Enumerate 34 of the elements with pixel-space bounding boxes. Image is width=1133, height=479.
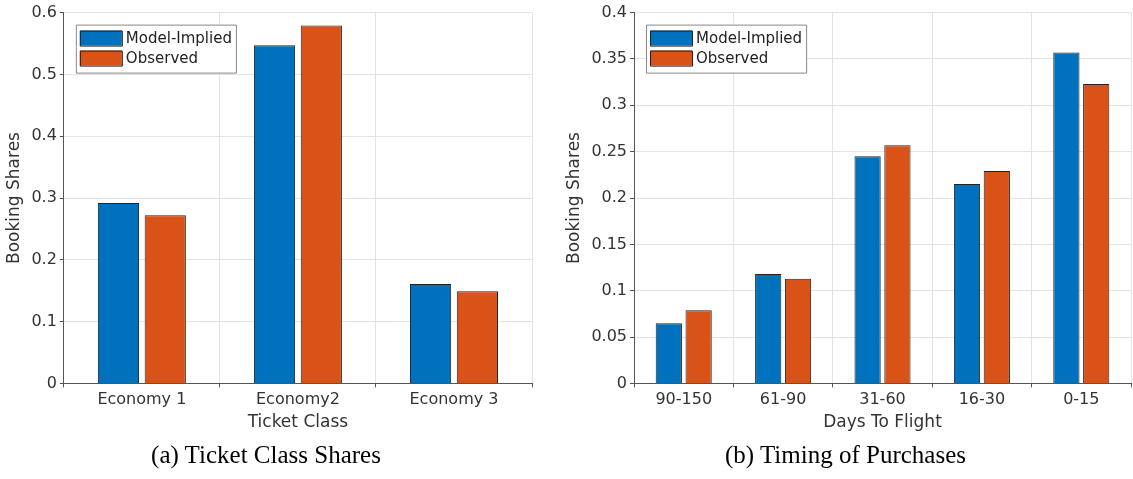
x-tick-label: 0-15: [1063, 389, 1100, 409]
x-tick-label: 61-90: [759, 389, 807, 409]
y-tick-label: 0.4: [31, 125, 57, 145]
y-tick-label: 0.05: [591, 326, 628, 346]
y-tick-label: 0.4: [601, 1, 628, 21]
x-tick-label: 90-150: [655, 389, 713, 409]
legend-label: Observed: [696, 48, 769, 67]
y-tick-label: 0.35: [591, 48, 628, 68]
legend-label: Model-Implied: [125, 28, 232, 47]
x-tick-label: Economy 3: [409, 389, 499, 409]
y-tick-label: 0.3: [31, 187, 57, 207]
legend-label: Model-Implied: [696, 28, 803, 47]
y-tick-label: 0.1: [601, 279, 628, 299]
y-tick-label: 0.1: [31, 310, 57, 330]
x-tick-label: 16-30: [958, 389, 1006, 409]
y-axis-title: Booking Shares: [562, 131, 583, 264]
x-tick-label: 31-60: [859, 389, 906, 409]
y-tick-label: 0.2: [601, 187, 628, 207]
y-tick-label: 0.25: [591, 140, 628, 160]
x-tick-label: Economy 1: [97, 389, 187, 409]
y-tick-label: 0.15: [591, 233, 628, 253]
x-tick-label: Economy2: [255, 389, 340, 409]
text: (a) Ticket Class Shares: [151, 440, 381, 469]
x-axis-title: Days To Flight: [823, 411, 943, 432]
y-tick-label: 0.6: [31, 1, 57, 21]
x-axis-title: Ticket Class: [246, 411, 349, 432]
y-tick-label: 0: [46, 372, 57, 392]
y-tick-label: 0.3: [601, 94, 628, 114]
y-axis-title: Booking Shares: [2, 131, 23, 264]
y-tick-label: 0.2: [31, 248, 57, 268]
text: (b) Timing of Purchases: [725, 440, 966, 469]
y-tick-label: 0.5: [31, 63, 57, 83]
y-tick-label: 0: [616, 372, 628, 392]
legend-label: Observed: [125, 48, 199, 67]
